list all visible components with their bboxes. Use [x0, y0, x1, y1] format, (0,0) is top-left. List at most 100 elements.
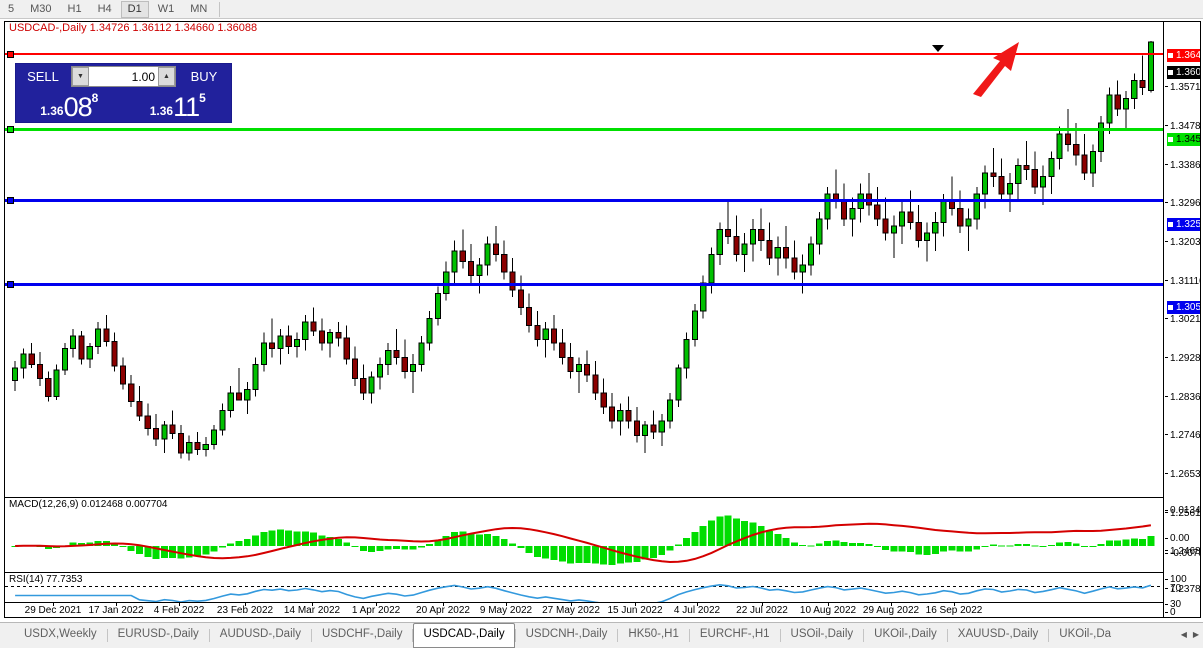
axis-tick: [1165, 553, 1168, 554]
support-green[interactable]: [5, 128, 1163, 131]
date-tick: [312, 603, 313, 606]
axis-tick: [1165, 125, 1168, 126]
axis-tick: [1165, 434, 1168, 435]
date-tick: [179, 603, 180, 606]
axis-tick: [1165, 473, 1168, 474]
volume-stepper[interactable]: ▼ 1.00 ▲: [71, 66, 176, 87]
chart-tab-usdx-weekly[interactable]: USDX,Weekly: [24, 628, 97, 640]
tab-separator: [208, 629, 210, 642]
axis-marker: [1168, 53, 1173, 58]
price-label-1-27460: 1.27460: [1165, 430, 1200, 441]
date-tick: [116, 603, 117, 606]
date-label: 22 Jul 2022: [736, 605, 788, 616]
chart-tab-xauusd-daily[interactable]: XAUUSD-,Daily: [957, 628, 1039, 640]
axis-marker: [1168, 137, 1173, 142]
one-click-trading-panel[interactable]: SELL ▼ 1.00 ▲ BUY 1.36 08 8 1.36 11 5: [15, 63, 232, 123]
buy-price-fraction: 5: [199, 91, 206, 105]
timeframe-m30[interactable]: M30: [30, 2, 52, 15]
support-blue-2[interactable]: [5, 283, 1163, 286]
axis-tick: [1165, 357, 1168, 358]
axis-tick: [1165, 86, 1168, 87]
axis-tick: [1165, 604, 1168, 605]
tab-scroll-left-icon[interactable]: ◀: [1180, 630, 1187, 639]
axis-marker: [1168, 222, 1173, 227]
date-tick: [697, 603, 698, 606]
resistance-red-anchor[interactable]: [7, 51, 14, 58]
axis-marker: [1168, 305, 1173, 310]
buy-price-button[interactable]: 1.36 11 5: [124, 89, 231, 122]
one-click-trading-prices: 1.36 08 8 1.36 11 5: [16, 89, 231, 122]
support-blue-2-anchor[interactable]: [7, 281, 14, 288]
axis-tick: [1165, 510, 1168, 511]
chart-tab-ukoil-daily[interactable]: UKOil-,Daily: [874, 628, 937, 640]
date-label: 4 Feb 2022: [153, 605, 205, 616]
tab-scroll-right-icon[interactable]: ▶: [1192, 630, 1199, 639]
price-pane[interactable]: USDCAD-,Daily 1.34726 1.36112 1.34660 1.…: [5, 22, 1163, 494]
tab-separator: [688, 629, 690, 642]
macd-axis-label: 0.00: [1165, 534, 1189, 544]
chart-tab-hk50-h1[interactable]: HK50-,H1: [628, 628, 679, 640]
rsi-axis-label: 100: [1165, 575, 1187, 585]
timeframe-h1[interactable]: H1: [67, 2, 82, 15]
volume-decrease-icon[interactable]: ▼: [72, 67, 89, 86]
price-label-1-35710: 1.35710: [1165, 82, 1200, 93]
chart-tab-audusd-daily[interactable]: AUDUSD-,Daily: [219, 628, 301, 640]
volume-value[interactable]: 1.00: [89, 67, 158, 86]
timeframe-5[interactable]: 5: [8, 2, 15, 15]
tab-scroll-controls[interactable]: ◀ ▶: [1181, 623, 1203, 639]
price-label-1-28360: 1.28360: [1165, 392, 1200, 403]
tab-separator: [106, 629, 108, 642]
sell-price-fraction: 8: [91, 91, 99, 105]
support-blue-1-anchor[interactable]: [7, 197, 14, 204]
date-tick: [635, 603, 636, 606]
timeframe-mn[interactable]: MN: [190, 2, 208, 15]
sell-price-prefix: 1.36: [40, 104, 64, 118]
red-up-arrow-icon: [973, 42, 1019, 97]
macd-pane[interactable]: MACD(12,26,9) 0.012468 0.007704: [5, 497, 1163, 571]
sell-price-main: 08: [63, 92, 93, 122]
date-tick: [443, 603, 444, 606]
date-label: 20 Apr 2022: [416, 605, 470, 616]
chart-tab-usoil-daily[interactable]: USOil-,Daily: [790, 628, 854, 640]
chart-tab-eurchf-h1[interactable]: EURCHF-,H1: [699, 628, 770, 640]
date-label: 9 May 2022: [479, 605, 533, 616]
date-tick: [828, 603, 829, 606]
chart-tab-usdcnh-daily[interactable]: USDCNH-,Daily: [525, 628, 608, 640]
axis-tick: [1165, 550, 1168, 551]
price-label-1-31110: 1.31110: [1165, 276, 1200, 287]
volume-increase-icon[interactable]: ▲: [158, 67, 175, 86]
price-label-1-34501: 1.34501: [1167, 133, 1200, 146]
chart-tab-usdcad-daily[interactable]: USDCAD-,Daily: [413, 623, 515, 648]
price-axis[interactable]: 1.36498 1.36088 1.35710 1.347851.34501 1.338…: [1163, 22, 1200, 617]
sell-label[interactable]: SELL: [16, 64, 70, 89]
resistance-red[interactable]: [5, 53, 1163, 55]
axis-tick: [1165, 396, 1168, 397]
timeframe-w1[interactable]: W1: [157, 2, 175, 15]
sell-price-button[interactable]: 1.36 08 8: [16, 89, 123, 122]
timeframe-d1[interactable]: D1: [120, 0, 149, 18]
date-label: 15 Jun 2022: [607, 605, 663, 616]
tab-separator: [863, 629, 865, 642]
date-label: 29 Aug 2022: [862, 605, 920, 616]
timeframe-h4[interactable]: H4: [97, 2, 112, 15]
buy-label[interactable]: BUY: [177, 64, 231, 89]
tab-separator: [310, 629, 312, 642]
chart-tab-eurusd-daily[interactable]: EURUSD-,Daily: [117, 628, 199, 640]
date-label: 27 May 2022: [542, 605, 600, 616]
date-label: 23 Feb 2022: [216, 605, 274, 616]
axis-tick: [1165, 318, 1168, 319]
support-green-anchor[interactable]: [7, 126, 14, 133]
tab-separator: [1048, 629, 1050, 642]
buy-price-main: 11: [173, 92, 200, 122]
date-tick: [506, 603, 507, 606]
axis-tick: [1165, 579, 1168, 580]
axis-marker: [1168, 70, 1173, 75]
tab-separator: [514, 629, 516, 642]
price-label-1-30506: 1.30506: [1167, 301, 1200, 314]
chart-tab-ukoil-da[interactable]: UKOil-,Da: [1059, 628, 1112, 640]
tab-separator: [412, 629, 414, 642]
candlestick-series: [12, 41, 1154, 461]
support-blue-1[interactable]: [5, 199, 1163, 202]
date-label: 14 Mar 2022: [283, 605, 341, 616]
chart-tab-usdchf-daily[interactable]: USDCHF-,Daily: [321, 628, 403, 640]
